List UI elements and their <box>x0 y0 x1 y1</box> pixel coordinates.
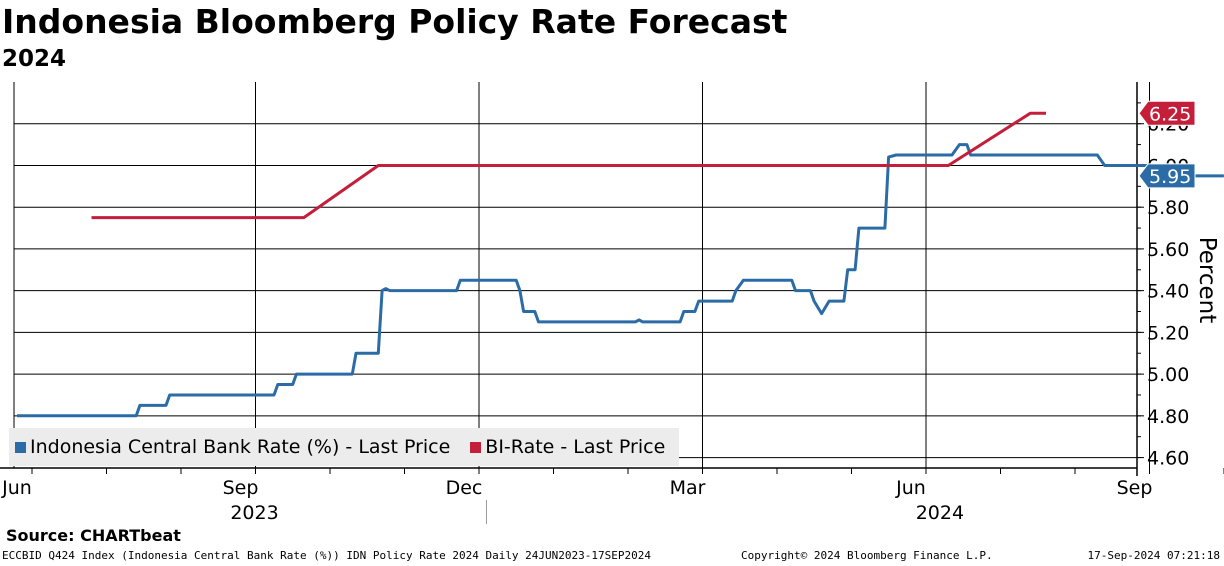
last-value-tag <box>1138 163 1196 189</box>
legend: Indonesia Central Bank Rate (%) - Last P… <box>9 428 679 466</box>
legend-entry-central-bank-rate: Indonesia Central Bank Rate (%) - Last P… <box>15 436 450 458</box>
series-line-bi-rate <box>91 111 1046 220</box>
last-value-label: 5.95 <box>1149 166 1191 188</box>
year-label: 2023 <box>230 502 278 524</box>
x-tick-label: Jun <box>895 477 926 499</box>
x-tick-label: Mar <box>670 477 706 499</box>
axis-labels: 4.604.805.005.205.405.605.806.006.20JunS… <box>1 100 1220 524</box>
y-tick-label: 4.80 <box>1147 406 1189 428</box>
x-tick-label: Sep <box>223 477 259 499</box>
last-value-label: 6.25 <box>1149 103 1191 125</box>
series-line-central-bank-rate <box>17 143 1224 418</box>
y-tick-label: 5.60 <box>1147 239 1189 261</box>
chart-subtitle: 2024 <box>2 46 67 72</box>
y-tick-label: 4.60 <box>1147 448 1189 470</box>
axes <box>0 82 1224 524</box>
footer-copyright: Copyright© 2024 Bloomberg Finance L.P. <box>741 549 993 562</box>
x-tick-label: Dec <box>446 477 483 499</box>
y-tick-label: 5.20 <box>1147 322 1189 344</box>
legend-label-central-bank-rate: Indonesia Central Bank Rate (%) - Last P… <box>30 436 451 458</box>
x-tick-label: Jun <box>1 477 32 499</box>
footer-timestamp: 17-Sep-2024 07:21:18 <box>1087 549 1220 562</box>
y-tick-label: 5.40 <box>1147 281 1189 303</box>
legend-swatch-blue <box>15 441 26 453</box>
y-tick-label: 5.00 <box>1147 364 1189 386</box>
source-note: Source: CHARTbeat <box>6 526 181 545</box>
last-value-tag <box>1138 100 1196 126</box>
chart-title: Indonesia Bloomberg Policy Rate Forecast <box>2 2 788 41</box>
footer-ticker-description: ECCBID Q424 Index (Indonesia Central Ban… <box>2 549 652 562</box>
year-label: 2024 <box>916 502 964 524</box>
y-tick-label: 5.80 <box>1147 197 1189 219</box>
series <box>17 111 1224 418</box>
x-tick-label: Sep <box>1117 477 1153 499</box>
legend-swatch-red <box>470 441 482 453</box>
legend-label-bi-rate: BI-Rate - Last Price <box>485 436 666 458</box>
grid-lines <box>14 82 1150 468</box>
y-axis-title: Percent <box>1194 237 1220 324</box>
legend-entry-bi-rate: BI-Rate - Last Price <box>470 436 665 458</box>
